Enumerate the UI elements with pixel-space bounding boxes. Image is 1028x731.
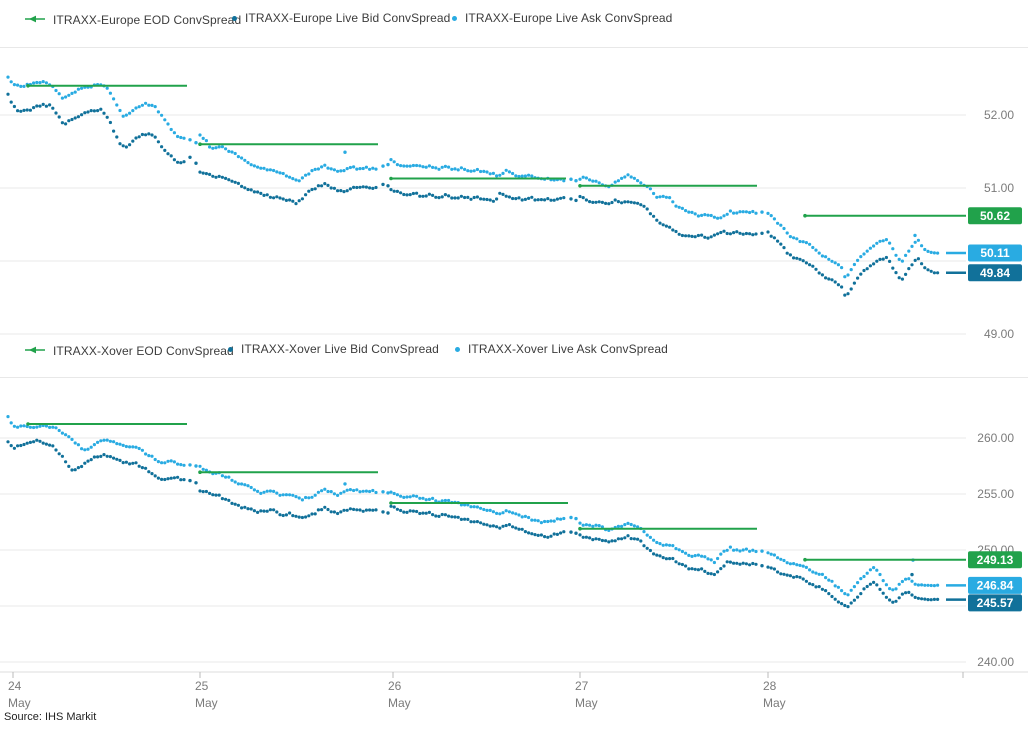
legend-item-xover-bid[interactable]: ITRAXX-Xover Live Bid ConvSpread: [228, 342, 439, 356]
europe-chart-top-rule: [0, 47, 1028, 48]
value-badge-label: 246.84: [977, 579, 1014, 593]
legend-item-europe-bid[interactable]: ITRAXX-Europe Live Bid ConvSpread: [232, 11, 450, 25]
ask-gap-dots: [188, 463, 915, 562]
value-badge-label: 50.62: [980, 209, 1010, 223]
ask-series-dots-day1: [6, 75, 186, 140]
bid-series-dots-day4: [578, 194, 758, 240]
xover-plot: 260.00255.00250.00240.00249.13246.84245.…: [0, 415, 1022, 669]
value-badge-bid: [968, 264, 1022, 282]
x-axis-day-label: 24: [8, 679, 22, 693]
value-badge-ask: [968, 244, 1022, 262]
bid-series-dots-day1: [6, 438, 186, 482]
legend-label: ITRAXX-Xover Live Ask ConvSpread: [468, 342, 668, 356]
value-badge-label: 245.57: [977, 596, 1014, 610]
ask-dot-marker: [452, 15, 457, 21]
bid-series-dots-day5: [766, 565, 940, 609]
eod-line-marker: [25, 11, 45, 29]
legend-label: ITRAXX-Europe EOD ConvSpread: [53, 13, 242, 27]
legend-label: ITRAXX-Xover EOD ConvSpread: [53, 344, 234, 358]
ask-gap-dots: [188, 138, 917, 238]
ask-series-dots-day1: [6, 415, 186, 467]
bid-series-dots-day3: [389, 504, 566, 539]
eod-line-start-dot: [578, 184, 582, 188]
ask-series-dots-day2: [198, 133, 378, 183]
x-axis-month-label: May: [388, 696, 411, 710]
legend-item-europe-eod[interactable]: ITRAXX-Europe EOD ConvSpread: [25, 11, 241, 29]
x-axis: 24 May 25 May 26 May 27 May 28 May: [0, 671, 1028, 710]
eod-line-start-dot: [803, 213, 807, 218]
eod-line-start-dot: [198, 142, 202, 146]
ask-series-dots-day2: [198, 464, 378, 502]
bid-gap-dots: [188, 155, 764, 235]
ask-series-dots-day4: [578, 173, 758, 220]
legend-item-xover-eod[interactable]: ITRAXX-Xover EOD ConvSpread: [25, 342, 234, 360]
eod-line-start-dot: [198, 470, 202, 475]
bid-dot-marker: [232, 15, 237, 21]
value-badge-ask: [968, 576, 1022, 594]
legend-label: ITRAXX-Xover Live Bid ConvSpread: [241, 342, 439, 356]
y-axis-label: 49.00: [984, 327, 1014, 341]
xover-legend: ITRAXX-Xover EOD ConvSpread ITRAXX-Xover…: [0, 342, 1028, 360]
bid-series-dots-day5: [766, 230, 940, 297]
bid-gap-dots: [188, 478, 914, 577]
ask-series-dots-day3: [389, 490, 566, 525]
eod-line-start-dot: [26, 84, 30, 88]
x-axis-day-label: 25: [195, 679, 209, 693]
ask-series-dots-day5: [766, 211, 940, 279]
legend-item-europe-ask[interactable]: ITRAXX-Europe Live Ask ConvSpread: [452, 11, 672, 25]
value-badge-label: 249.13: [977, 553, 1014, 567]
x-axis-month-label: May: [195, 696, 218, 710]
legend-label: ITRAXX-Europe Live Ask ConvSpread: [465, 11, 673, 25]
eod-line-marker: [25, 342, 45, 360]
x-axis-month-label: May: [8, 696, 31, 710]
y-axis-label: 52.00: [984, 108, 1014, 122]
x-axis-month-label: May: [575, 696, 598, 710]
bid-dot-marker: [228, 346, 233, 352]
bid-series-dots-day2: [198, 489, 378, 520]
europe-legend: ITRAXX-Europe EOD ConvSpread ITRAXX-Euro…: [0, 11, 1028, 29]
x-axis-day-label: 27: [575, 679, 589, 693]
x-axis-day-label: 28: [763, 679, 777, 693]
y-axis-label: 260.00: [977, 431, 1014, 445]
y-axis-label: 240.00: [977, 655, 1014, 669]
xover-chart-top-rule: [0, 377, 1028, 378]
eod-line-start-dot: [389, 176, 393, 181]
value-badge-bid: [968, 594, 1022, 612]
bid-series-dots-day4: [578, 533, 758, 577]
bid-series-dots-day3: [389, 188, 566, 203]
eod-line-start-dot: [389, 501, 393, 505]
value-badge-eod: [968, 207, 1022, 225]
eod-line-start-dot: [803, 557, 807, 562]
bid-series-dots-day2: [198, 170, 378, 206]
ask-series-dots-day3: [389, 158, 566, 183]
eod-line-start-dot: [26, 422, 30, 426]
y-axis-label: 51.00: [984, 181, 1014, 195]
source-note: Source: IHS Markit: [4, 711, 97, 723]
eod-line-start-dot: [578, 526, 582, 531]
bid-series-dots-day1: [6, 92, 186, 165]
legend-item-xover-ask[interactable]: ITRAXX-Xover Live Ask ConvSpread: [455, 342, 668, 356]
value-badge-label: 50.11: [980, 246, 1010, 260]
ask-series-dots-day5: [766, 551, 940, 597]
x-axis-day-label: 26: [388, 679, 402, 693]
x-axis-month-label: May: [763, 696, 786, 710]
europe-plot: 52.00 51.00 49.00 50.62 50.11 49.84: [0, 75, 1022, 341]
y-axis-label: 255.00: [977, 487, 1014, 501]
value-badge-label: 49.84: [980, 266, 1010, 280]
value-badge-eod: [968, 551, 1022, 569]
legend-label: ITRAXX-Europe Live Bid ConvSpread: [245, 11, 451, 25]
ask-dot-marker: [455, 346, 460, 352]
